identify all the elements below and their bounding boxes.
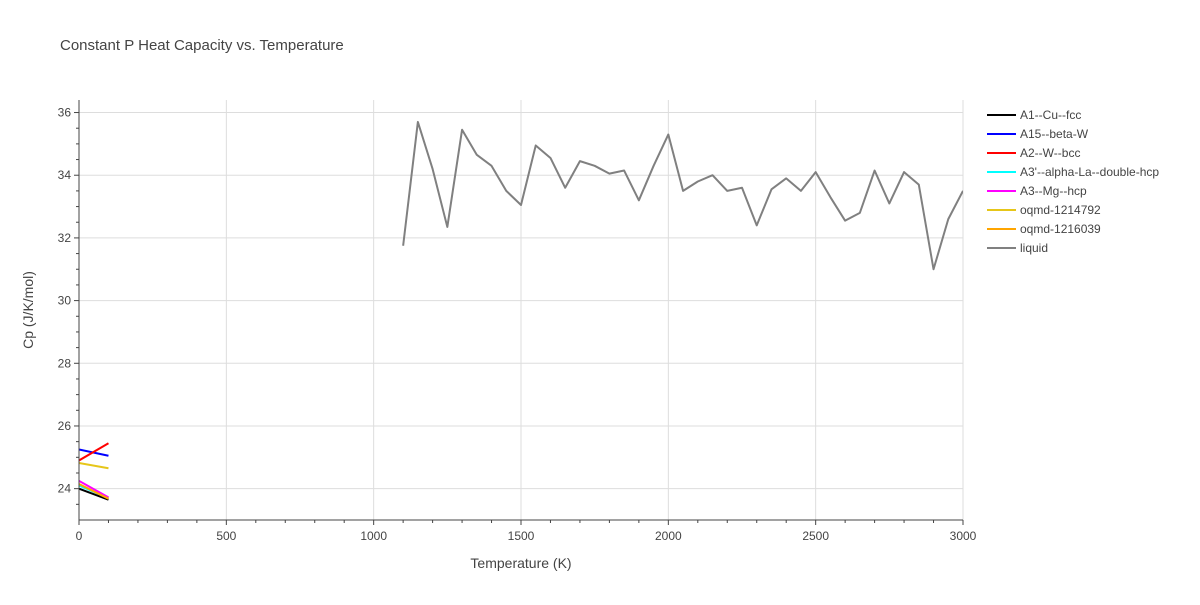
- y-tick-label: 26: [58, 419, 72, 433]
- legend-item[interactable]: A2--W--bcc: [987, 146, 1080, 160]
- x-tick-label: 1500: [508, 529, 535, 543]
- legend-item[interactable]: A3--Mg--hcp: [987, 184, 1087, 198]
- legend-item[interactable]: oqmd-1214792: [987, 203, 1101, 217]
- legend-label: liquid: [1020, 241, 1048, 255]
- legend-label: A3'--alpha-La--double-hcp: [1020, 165, 1159, 179]
- series-line-a1-cu-fcc[interactable]: [79, 487, 109, 501]
- legend-item[interactable]: A15--beta-W: [987, 127, 1089, 141]
- legend-item[interactable]: A3'--alpha-La--double-hcp: [987, 165, 1159, 179]
- y-tick-label: 36: [58, 106, 72, 120]
- x-tick-label: 3000: [950, 529, 977, 543]
- x-axis-label: Temperature (K): [470, 555, 571, 571]
- y-tick-label: 28: [58, 356, 72, 370]
- y-tick-label: 32: [58, 231, 72, 245]
- series-line-oqmd-1214792[interactable]: [79, 461, 109, 470]
- legend-label: A2--W--bcc: [1020, 146, 1080, 160]
- legend-label: oqmd-1214792: [1020, 203, 1101, 217]
- legend-item[interactable]: liquid: [987, 241, 1048, 255]
- legend: A1--Cu--fcc A15--beta-W A2--W--bcc A3'--alp…: [987, 108, 1159, 255]
- x-tick-label: 2500: [802, 529, 829, 543]
- y-axis-label: Cp (J/K/mol): [20, 271, 36, 349]
- legend-item[interactable]: oqmd-1216039: [987, 222, 1101, 236]
- legend-label: A15--beta-W: [1020, 127, 1089, 141]
- x-tick-label: 0: [76, 529, 83, 543]
- series-line-a2-w-bcc[interactable]: [79, 442, 109, 462]
- y-tick-label: 30: [58, 294, 72, 308]
- legend-item[interactable]: A1--Cu--fcc: [987, 108, 1081, 122]
- series-line-a3-mg-hcp[interactable]: [79, 479, 109, 499]
- chart-title: Constant P Heat Capacity vs. Temperature: [60, 37, 344, 54]
- y-tick-label: 24: [58, 482, 72, 496]
- series-lines: [79, 120, 963, 501]
- legend-label: A1--Cu--fcc: [1020, 108, 1081, 122]
- x-tick-label: 2000: [655, 529, 682, 543]
- y-tick-label: 34: [58, 168, 72, 182]
- legend-label: oqmd-1216039: [1020, 222, 1101, 236]
- legend-label: A3--Mg--hcp: [1020, 184, 1087, 198]
- x-tick-label: 500: [216, 529, 236, 543]
- x-tick-label: 1000: [360, 529, 387, 543]
- axes: 0 500 1000 1500 2000 2500 3000 24 26 28 30 32 34 36: [58, 100, 977, 543]
- series-line-oqmd-1216039[interactable]: [79, 483, 109, 500]
- series-line-liquid[interactable]: [402, 120, 963, 271]
- grid-lines: [79, 100, 964, 520]
